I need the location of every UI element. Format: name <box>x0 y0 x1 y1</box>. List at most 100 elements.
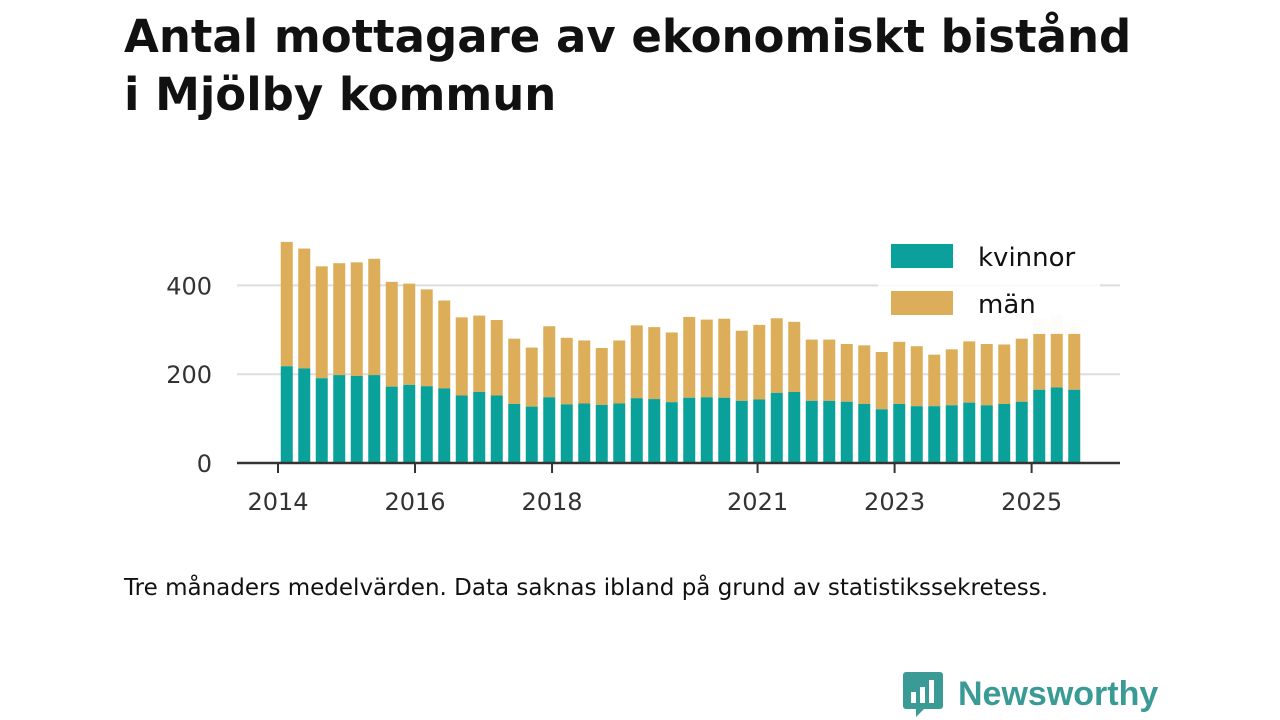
bar-man-2015-Q4 <box>385 281 398 387</box>
bar-chart-speech-bubble-icon <box>903 672 943 717</box>
bar-man-2019-Q2 <box>630 325 643 399</box>
x-tick-label-2016: 2016 <box>384 488 445 516</box>
bar-kvinnor-2017-Q1 <box>473 391 486 463</box>
bar-man-2021-Q4 <box>805 339 818 401</box>
bar-man-2020-Q4 <box>735 330 748 401</box>
bar-man-2014-Q3 <box>298 248 311 369</box>
bar-kvinnor-2020-Q3 <box>718 397 731 463</box>
bar-man-2017-Q2 <box>490 320 503 396</box>
bar-kvinnor-2015-Q1 <box>333 375 346 463</box>
bar-man-2019-Q1 <box>613 340 626 404</box>
bar-kvinnor-2020-Q4 <box>735 400 748 463</box>
bar-man-2016-Q2 <box>420 289 433 387</box>
bar-man-2020-Q1 <box>683 316 696 398</box>
bar-kvinnor-2023-Q2 <box>910 406 923 463</box>
x-tick-label-2018: 2018 <box>522 488 583 516</box>
bar-kvinnor-2018-Q3 <box>578 403 591 463</box>
title-line-2: i Mjölby kommun <box>124 68 557 121</box>
bar-kvinnor-2022-Q2 <box>840 401 853 463</box>
bar-kvinnor-2018-Q1 <box>543 397 556 463</box>
bar-man-2017-Q3 <box>508 338 521 404</box>
bar-kvinnor-2024-Q2 <box>980 405 993 463</box>
bar-man-2023-Q3 <box>928 354 941 407</box>
bar-kvinnor-2015-Q3 <box>368 375 381 463</box>
x-tick-label-2014: 2014 <box>247 488 308 516</box>
bar-kvinnor-2025-Q3 <box>1068 389 1081 463</box>
bar-man-2017-Q1 <box>473 315 486 392</box>
bar-man-2015-Q2 <box>350 262 363 376</box>
bar-kvinnor-2024-Q3 <box>998 403 1011 463</box>
x-tick-label-2025: 2025 <box>1001 488 1062 516</box>
bar-kvinnor-2015-Q4 <box>385 386 398 463</box>
bar-man-2020-Q3 <box>718 318 731 398</box>
bar-kvinnor-2022-Q1 <box>823 400 836 463</box>
bar-kvinnor-2021-Q2 <box>770 392 783 463</box>
bar-man-2015-Q3 <box>368 258 381 376</box>
bar-kvinnor-2016-Q1 <box>403 384 416 463</box>
x-tick-label-2023: 2023 <box>864 488 925 516</box>
bar-kvinnor-2018-Q2 <box>560 404 573 463</box>
bar-man-2017-Q4 <box>525 347 538 407</box>
bar-man-2023-Q2 <box>910 346 923 407</box>
bar-kvinnor-2017-Q2 <box>490 395 503 463</box>
bar-man-2019-Q3 <box>648 327 661 400</box>
bar-man-2021-Q2 <box>770 318 783 393</box>
bar-man-2018-Q2 <box>560 337 573 405</box>
bar-kvinnor-2022-Q4 <box>875 409 888 463</box>
bar-kvinnor-2019-Q1 <box>613 403 626 463</box>
legend-swatch-kvinnor <box>891 244 953 268</box>
bar-kvinnor-2021-Q4 <box>805 400 818 463</box>
bar-kvinnor-2022-Q3 <box>858 403 871 463</box>
bar-kvinnor-2020-Q1 <box>683 397 696 463</box>
bar-kvinnor-2021-Q3 <box>788 391 801 463</box>
bar-man-2024-Q4 <box>1015 338 1028 402</box>
bar-man-2016-Q1 <box>403 283 416 385</box>
bar-man-2024-Q1 <box>963 341 976 403</box>
bar-kvinnor-2023-Q4 <box>945 405 958 463</box>
axes: 0 200 400 2014 2016 2018 2021 2023 2025 <box>166 272 1120 516</box>
bar-kvinnor-2024-Q4 <box>1015 401 1028 463</box>
bar-kvinnor-2019-Q3 <box>648 399 661 463</box>
chart-title: Antal mottagare av ekonomiskt bistånd i … <box>124 8 1224 124</box>
bar-kvinnor-2018-Q4 <box>595 404 608 463</box>
bar-kvinnor-2017-Q4 <box>525 406 538 463</box>
bar-man-2020-Q2 <box>700 319 713 398</box>
bar-man-2024-Q3 <box>998 344 1011 404</box>
bar-series <box>280 241 1081 463</box>
bar-kvinnor-2016-Q2 <box>420 386 433 463</box>
bar-man-2023-Q4 <box>945 349 958 406</box>
bar-kvinnor-2014-Q4 <box>315 378 328 463</box>
bar-man-2016-Q4 <box>455 317 468 396</box>
bar-kvinnor-2019-Q2 <box>630 398 643 463</box>
bar-man-2022-Q2 <box>840 344 853 402</box>
legend-label-kvinnor: kvinnor <box>978 243 1076 273</box>
bar-kvinnor-2014-Q2 <box>280 366 293 463</box>
bar-kvinnor-2016-Q4 <box>455 395 468 463</box>
bar-man-2014-Q4 <box>315 266 328 379</box>
brand-logo[interactable]: Newsworthy <box>902 670 1158 718</box>
bar-man-2018-Q1 <box>543 326 556 398</box>
bar-man-2015-Q1 <box>333 263 346 376</box>
bar-kvinnor-2024-Q1 <box>963 402 976 463</box>
bar-man-2021-Q1 <box>753 324 766 400</box>
bar-man-2019-Q4 <box>665 332 678 403</box>
bar-kvinnor-2015-Q2 <box>350 375 363 463</box>
bar-man-2025-Q3 <box>1068 333 1081 390</box>
bar-kvinnor-2020-Q2 <box>700 397 713 463</box>
brand-name: Newsworthy <box>958 674 1159 713</box>
bar-man-2018-Q3 <box>578 340 591 404</box>
y-tick-label-200: 200 <box>166 361 212 389</box>
bar-man-2014-Q2 <box>280 241 293 367</box>
bar-man-2023-Q1 <box>893 341 906 404</box>
bar-man-2022-Q3 <box>858 345 871 404</box>
bar-man-2025-Q1 <box>1033 333 1046 390</box>
legend: kvinnor män <box>878 234 1100 334</box>
bar-man-2018-Q4 <box>595 348 608 405</box>
bar-kvinnor-2021-Q1 <box>753 399 766 463</box>
x-tick-label-2021: 2021 <box>727 488 788 516</box>
bar-man-2025-Q2 <box>1050 333 1063 388</box>
footnote: Tre månaders medelvärden. Data saknas ib… <box>124 575 1049 601</box>
bar-man-2022-Q1 <box>823 339 836 401</box>
bar-kvinnor-2017-Q3 <box>508 403 521 463</box>
bar-man-2024-Q2 <box>980 344 993 406</box>
